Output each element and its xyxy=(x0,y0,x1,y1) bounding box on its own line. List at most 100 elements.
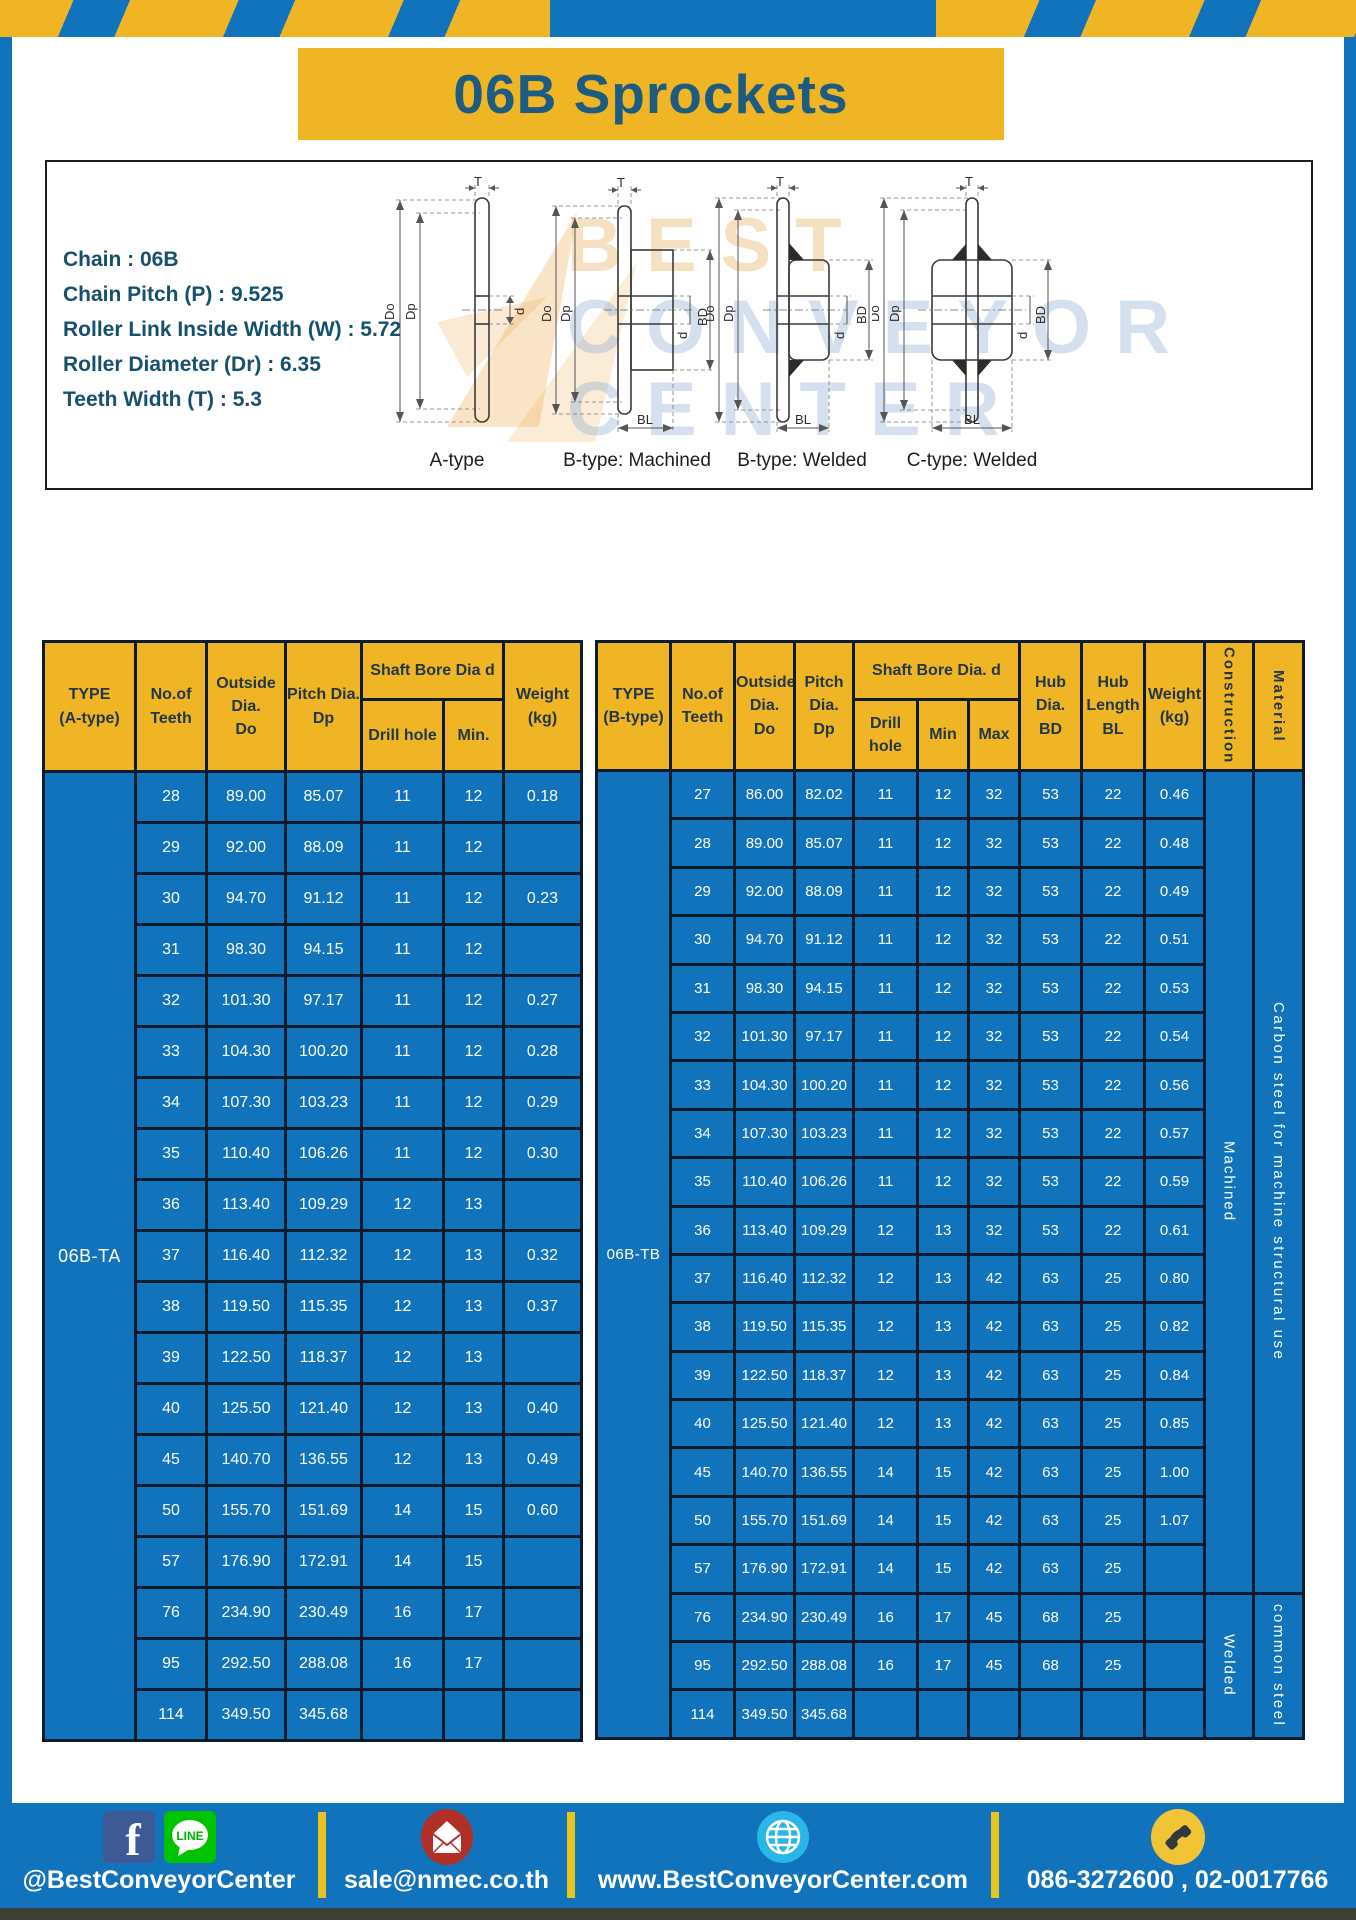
table-cell: 12 xyxy=(916,914,970,966)
header-drill-hole: Drill hole xyxy=(852,698,919,772)
table-cell: 0.23 xyxy=(502,872,583,926)
table-cell: 53 xyxy=(1018,1010,1083,1063)
table-cell: 112.32 xyxy=(793,1252,855,1305)
diagram-panel: BEST CONVEYOR CENTER Chain : 06B Chain P… xyxy=(45,160,1313,490)
table-cell: 97.17 xyxy=(284,974,363,1028)
table-row: 95 292.50 288.08 16 17 xyxy=(44,1637,583,1691)
table-cell: 37 xyxy=(669,1252,736,1305)
table-cell xyxy=(502,1178,583,1232)
table-cell xyxy=(1080,1688,1146,1740)
table-cell: 25 xyxy=(1080,1494,1146,1547)
table-cell: 11 xyxy=(852,817,919,869)
table-cell: 22 xyxy=(1080,1204,1146,1256)
table-cell: 151.69 xyxy=(793,1494,855,1547)
table-row: 40 125.50 121.40 12 13 42 63 25 0.85 xyxy=(597,1398,1304,1450)
table-cell: 53 xyxy=(1018,1204,1083,1256)
table-cell: 33 xyxy=(669,1059,736,1111)
table-cell: 11 xyxy=(852,1156,919,1208)
table-cell: 12 xyxy=(916,865,970,918)
table-cell: 34 xyxy=(669,1107,736,1160)
table-cell: 114 xyxy=(669,1688,736,1740)
table-cell: 91.12 xyxy=(793,914,855,966)
table-cell xyxy=(502,1637,583,1691)
table-cell: 17 xyxy=(916,1591,970,1644)
table-cell: 15 xyxy=(916,1543,970,1595)
table-cell: 42 xyxy=(967,1252,1021,1305)
dim-label-do: Do xyxy=(542,305,554,322)
table-cell: 234.90 xyxy=(205,1586,287,1640)
table-cell: 125.50 xyxy=(733,1398,796,1450)
dim-label-do: Do xyxy=(707,305,717,322)
header-teeth: No.of Teeth xyxy=(669,640,736,772)
table-cell: 11 xyxy=(360,872,445,926)
table-cell: 13 xyxy=(916,1204,970,1256)
header-pitch-dia: Pitch Dia. Dp xyxy=(793,640,855,772)
table-cell: 53 xyxy=(1018,914,1083,966)
table-cell: 89.00 xyxy=(205,770,287,824)
table-cell: 0.46 xyxy=(1143,768,1206,821)
table-cell: 100.20 xyxy=(284,1025,363,1079)
table-cell: 155.70 xyxy=(733,1494,796,1547)
watermark-text-1: BEST xyxy=(567,203,866,288)
table-cell: 176.90 xyxy=(733,1543,796,1595)
table-cell: 12 xyxy=(442,1076,505,1130)
table-cell: 118.37 xyxy=(284,1331,363,1385)
table-cell: 76 xyxy=(669,1591,736,1644)
table-cell: 63 xyxy=(1018,1543,1083,1595)
table-cell: 13 xyxy=(916,1301,970,1353)
table-cell: 0.30 xyxy=(502,1127,583,1181)
table-cell: 82.02 xyxy=(793,768,855,821)
table-cell: 12 xyxy=(360,1280,445,1334)
table-cell: 22 xyxy=(1080,768,1146,821)
table-cell xyxy=(916,1688,970,1740)
table-cell: 136.55 xyxy=(284,1433,363,1487)
watermark-text-3: CENTER xyxy=(567,367,1024,452)
table-cell: 94.15 xyxy=(793,962,855,1014)
table-cell: 95 xyxy=(669,1640,736,1692)
bottom-decor-strip xyxy=(0,1908,1356,1920)
table-cell: 92.00 xyxy=(733,865,796,918)
table-cell: 104.30 xyxy=(733,1059,796,1111)
header-material: Material xyxy=(1252,640,1305,772)
table-cell: 0.18 xyxy=(502,770,583,824)
svg-text:LINE: LINE xyxy=(176,1829,203,1843)
table-cell: 0.57 xyxy=(1143,1107,1206,1160)
footer-divider xyxy=(567,1812,575,1898)
table-cell: 103.23 xyxy=(793,1107,855,1160)
header-shaft-bore: Shaft Bore Dia. d xyxy=(852,640,1021,701)
table-cell: 85.07 xyxy=(284,770,363,824)
table-cell: 42 xyxy=(967,1301,1021,1353)
table-cell: 101.30 xyxy=(733,1010,796,1063)
diagram-caption: C-type: Welded xyxy=(906,450,1038,471)
table-cell: 12 xyxy=(442,923,505,977)
table-cell: 115.35 xyxy=(284,1280,363,1334)
dim-label-dp: Dp xyxy=(887,305,902,322)
table-cell: 0.32 xyxy=(502,1229,583,1283)
table-cell: 0.29 xyxy=(502,1076,583,1130)
table-cell: 12 xyxy=(852,1349,919,1402)
table-cell: 57 xyxy=(134,1535,208,1589)
table-cell: 98.30 xyxy=(733,962,796,1014)
table-cell: 85.07 xyxy=(793,817,855,869)
table-cell: 106.26 xyxy=(793,1156,855,1208)
table-row: 30 94.70 91.12 11 12 0.23 xyxy=(44,872,583,926)
table-cell: 11 xyxy=(360,821,445,875)
table-cell xyxy=(1143,1688,1206,1740)
table-cell xyxy=(502,821,583,875)
table-cell: 22 xyxy=(1080,865,1146,918)
table-cell: 45 xyxy=(967,1640,1021,1692)
table-cell: 12 xyxy=(360,1331,445,1385)
table-cell: 172.91 xyxy=(284,1535,363,1589)
table-cell xyxy=(967,1688,1021,1740)
table-cell: 14 xyxy=(852,1494,919,1547)
top-stripes-left xyxy=(0,0,550,37)
table-cell: 57 xyxy=(669,1543,736,1595)
header-hub-dia: Hub Dia. BD xyxy=(1018,640,1083,772)
table-row: 28 89.00 85.07 11 12 32 53 22 0.48 xyxy=(597,817,1304,869)
dim-label-bl: BL xyxy=(637,412,653,427)
table-cell: 32 xyxy=(967,1107,1021,1160)
table-cell: 104.30 xyxy=(205,1025,287,1079)
table-cell xyxy=(1143,1640,1206,1692)
table-cell: 32 xyxy=(134,974,208,1028)
table-a-type: TYPE (A-type) No.of Teeth Outside Dia. D… xyxy=(42,640,583,1742)
